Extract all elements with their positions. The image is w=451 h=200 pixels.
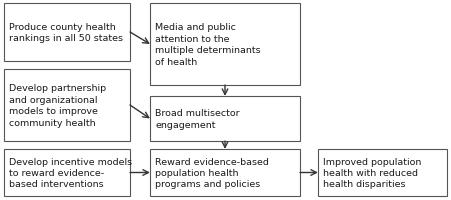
Text: Develop partnership
and organizational
models to improve
community health: Develop partnership and organizational m…: [9, 84, 106, 127]
FancyBboxPatch shape: [150, 4, 300, 86]
FancyBboxPatch shape: [150, 97, 300, 141]
FancyBboxPatch shape: [4, 4, 130, 62]
FancyBboxPatch shape: [318, 149, 447, 196]
Text: Improved population
health with reduced
health disparities: Improved population health with reduced …: [323, 157, 421, 189]
FancyBboxPatch shape: [150, 149, 300, 196]
Text: Broad multisector
engagement: Broad multisector engagement: [155, 109, 239, 129]
Text: Produce county health
rankings in all 50 states: Produce county health rankings in all 50…: [9, 23, 123, 43]
Text: Media and public
attention to the
multiple determinants
of health: Media and public attention to the multip…: [155, 23, 261, 66]
FancyBboxPatch shape: [4, 149, 130, 196]
FancyBboxPatch shape: [4, 70, 130, 141]
Text: Reward evidence-based
population health
programs and policies: Reward evidence-based population health …: [155, 157, 269, 189]
Text: Develop incentive models
to reward evidence-
based interventions: Develop incentive models to reward evide…: [9, 157, 132, 189]
